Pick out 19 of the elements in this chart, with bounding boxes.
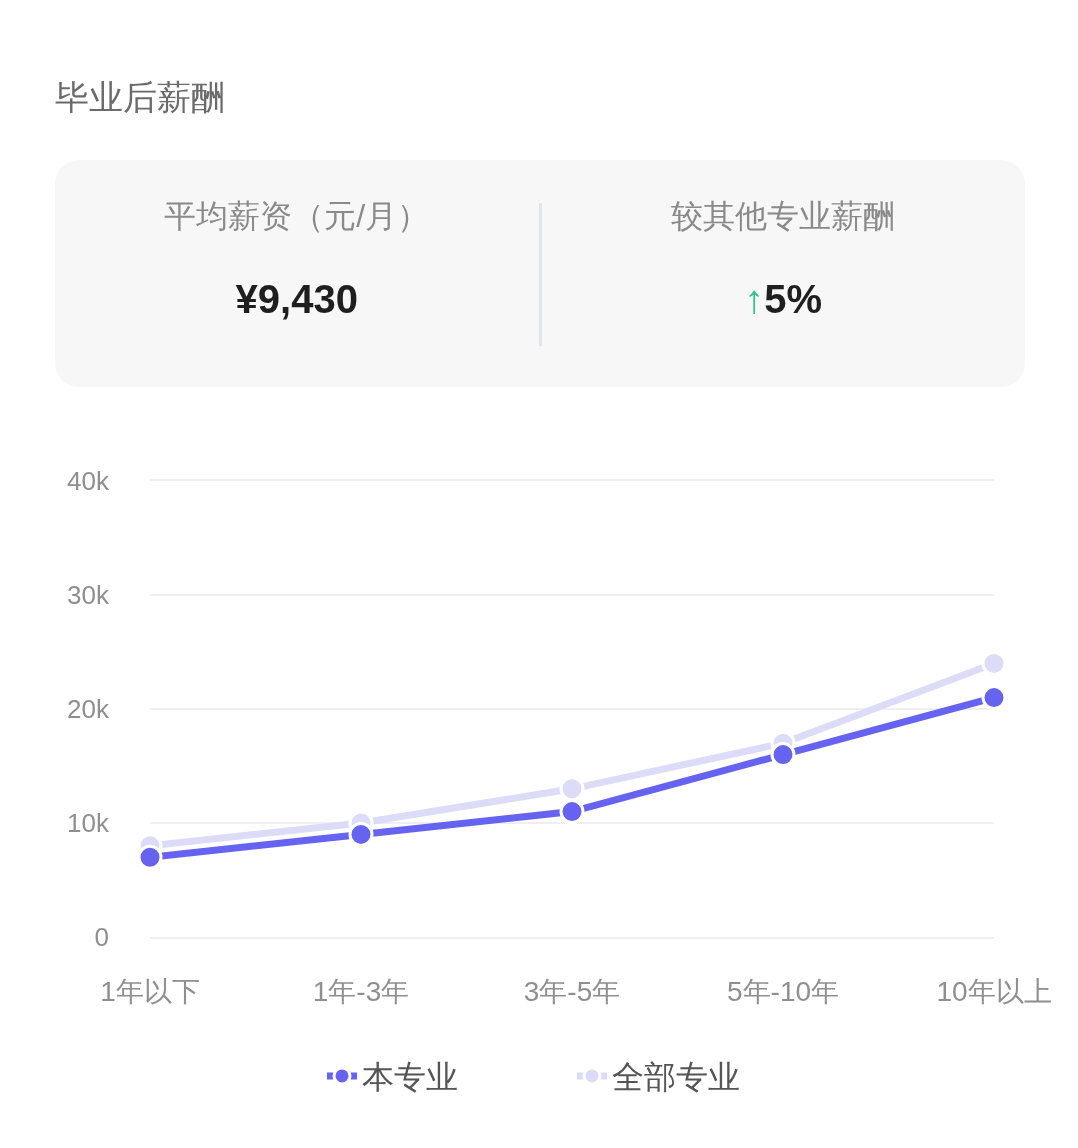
point [559, 799, 585, 825]
text: 毕业后薪酬 [55, 77, 225, 118]
x-tick-label: 1年-3年 [312, 975, 410, 1007]
y-tick-label: 10k [67, 808, 110, 839]
x-tick-label: 5年-10年 [726, 975, 840, 1007]
y-tick-label: 20k [67, 694, 110, 725]
stats-card: 平均薪资（元/月） ¥9,430 较其他专业薪酬 ↑5% [55, 160, 1025, 387]
point [348, 821, 374, 847]
x-tick-label: 1年以下 [100, 975, 200, 1007]
y-tick-label: 30k [67, 580, 110, 611]
legend-label: 本专业 [362, 1059, 458, 1096]
legend-label: 全部专业 [612, 1059, 740, 1096]
y-tick-label: 0 [94, 922, 109, 953]
point [137, 844, 163, 870]
y-tick-label: 40k [67, 466, 110, 497]
point [981, 685, 1007, 711]
x-tick-label: 3年-5年 [523, 975, 621, 1007]
point [559, 776, 585, 802]
x-tick-label: 10年以上 [936, 975, 1052, 1007]
